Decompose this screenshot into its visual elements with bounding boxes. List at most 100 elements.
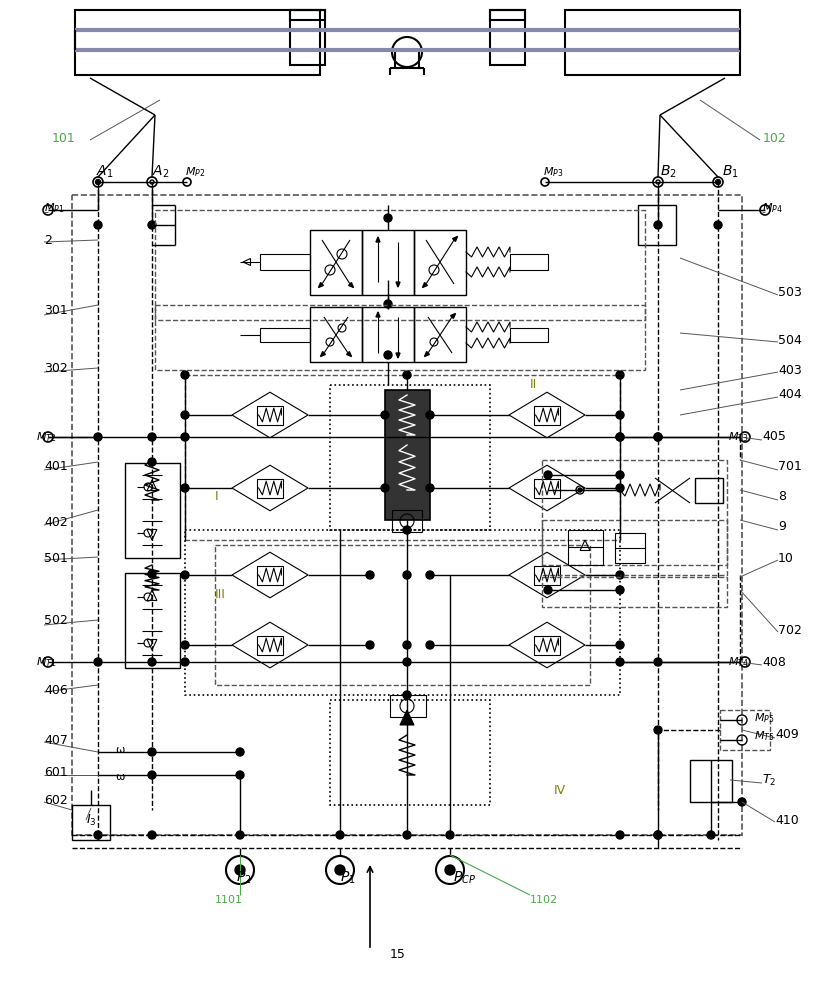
Bar <box>75 10 320 75</box>
Text: $M_{P5}$: $M_{P5}$ <box>754 711 775 725</box>
Circle shape <box>616 484 624 492</box>
Circle shape <box>426 484 434 492</box>
Polygon shape <box>396 353 400 358</box>
Text: $M_{P2}$: $M_{P2}$ <box>185 165 206 179</box>
Text: $M_{P1}$: $M_{P1}$ <box>44 201 64 215</box>
Circle shape <box>403 831 411 839</box>
Text: 602: 602 <box>44 794 67 806</box>
Circle shape <box>236 748 244 756</box>
Bar <box>392 510 422 532</box>
Text: $B_2$: $B_2$ <box>660 164 676 180</box>
Bar <box>542 577 727 607</box>
Text: 702: 702 <box>778 624 802 637</box>
Circle shape <box>654 831 662 839</box>
Text: 601: 601 <box>44 766 67 780</box>
Text: $M_{T3}$: $M_{T3}$ <box>728 430 749 444</box>
Bar <box>490 10 525 20</box>
Text: 409: 409 <box>775 728 798 742</box>
Polygon shape <box>376 237 380 242</box>
Circle shape <box>616 411 624 419</box>
Circle shape <box>654 433 662 441</box>
Circle shape <box>403 571 411 579</box>
Bar <box>260 328 310 342</box>
Circle shape <box>654 831 662 839</box>
Polygon shape <box>320 352 325 357</box>
Circle shape <box>148 458 156 466</box>
Circle shape <box>654 221 662 229</box>
Polygon shape <box>453 236 458 241</box>
Bar <box>257 479 283 497</box>
Circle shape <box>235 865 245 875</box>
Bar <box>490 10 525 65</box>
Bar <box>155 210 645 320</box>
Circle shape <box>578 488 582 492</box>
Text: 102: 102 <box>763 131 787 144</box>
Circle shape <box>654 658 662 666</box>
Text: $M_{T5}$: $M_{T5}$ <box>754 729 775 743</box>
Circle shape <box>181 484 189 492</box>
Polygon shape <box>346 352 351 357</box>
Bar <box>638 205 676 245</box>
Text: ω: ω <box>115 772 124 782</box>
Circle shape <box>181 571 189 579</box>
Circle shape <box>94 433 102 441</box>
Text: 10: 10 <box>778 552 793 564</box>
Circle shape <box>616 433 624 441</box>
Circle shape <box>148 748 156 756</box>
Polygon shape <box>424 352 429 357</box>
Circle shape <box>236 771 244 779</box>
Text: $A_2$: $A_2$ <box>152 164 169 180</box>
Text: $P_2$: $P_2$ <box>236 870 251 886</box>
Bar <box>330 700 490 805</box>
Bar <box>257 406 283 424</box>
Bar <box>533 636 560 654</box>
Text: 504: 504 <box>778 334 802 347</box>
Text: $P_{CP}$: $P_{CP}$ <box>453 870 476 886</box>
Text: 503: 503 <box>778 286 802 298</box>
Bar <box>510 254 548 270</box>
Circle shape <box>403 658 411 666</box>
Circle shape <box>366 641 374 649</box>
Bar <box>414 230 466 295</box>
Circle shape <box>148 221 156 229</box>
Circle shape <box>445 865 455 875</box>
Circle shape <box>181 641 189 649</box>
Circle shape <box>381 484 389 492</box>
Text: 401: 401 <box>44 460 67 474</box>
Text: 15: 15 <box>390 948 406 962</box>
Circle shape <box>738 798 746 806</box>
Bar <box>310 230 362 295</box>
Bar <box>72 195 742 835</box>
Bar <box>185 530 620 695</box>
Polygon shape <box>349 283 354 288</box>
Circle shape <box>616 831 624 839</box>
Text: $M_{P3}$: $M_{P3}$ <box>543 165 563 179</box>
Bar <box>257 566 283 584</box>
Bar <box>257 636 283 654</box>
Circle shape <box>336 831 344 839</box>
Text: $M_{T2}$: $M_{T2}$ <box>36 430 56 444</box>
Circle shape <box>426 411 434 419</box>
Circle shape <box>616 471 624 479</box>
Text: 404: 404 <box>778 388 802 401</box>
Text: 408: 408 <box>762 656 786 668</box>
Bar <box>125 463 180 558</box>
Circle shape <box>446 831 454 839</box>
Circle shape <box>616 641 624 649</box>
Bar <box>125 573 180 668</box>
Text: 301: 301 <box>44 304 67 316</box>
Bar <box>260 254 310 270</box>
Bar <box>533 406 560 424</box>
Circle shape <box>181 658 189 666</box>
Circle shape <box>335 865 345 875</box>
Circle shape <box>715 180 720 184</box>
Bar <box>720 710 770 750</box>
Bar <box>533 566 560 584</box>
Circle shape <box>403 526 411 534</box>
Circle shape <box>384 300 392 308</box>
Circle shape <box>366 571 374 579</box>
Bar <box>155 305 645 370</box>
Bar <box>185 375 620 540</box>
Bar <box>542 460 727 565</box>
Text: 701: 701 <box>778 460 802 474</box>
